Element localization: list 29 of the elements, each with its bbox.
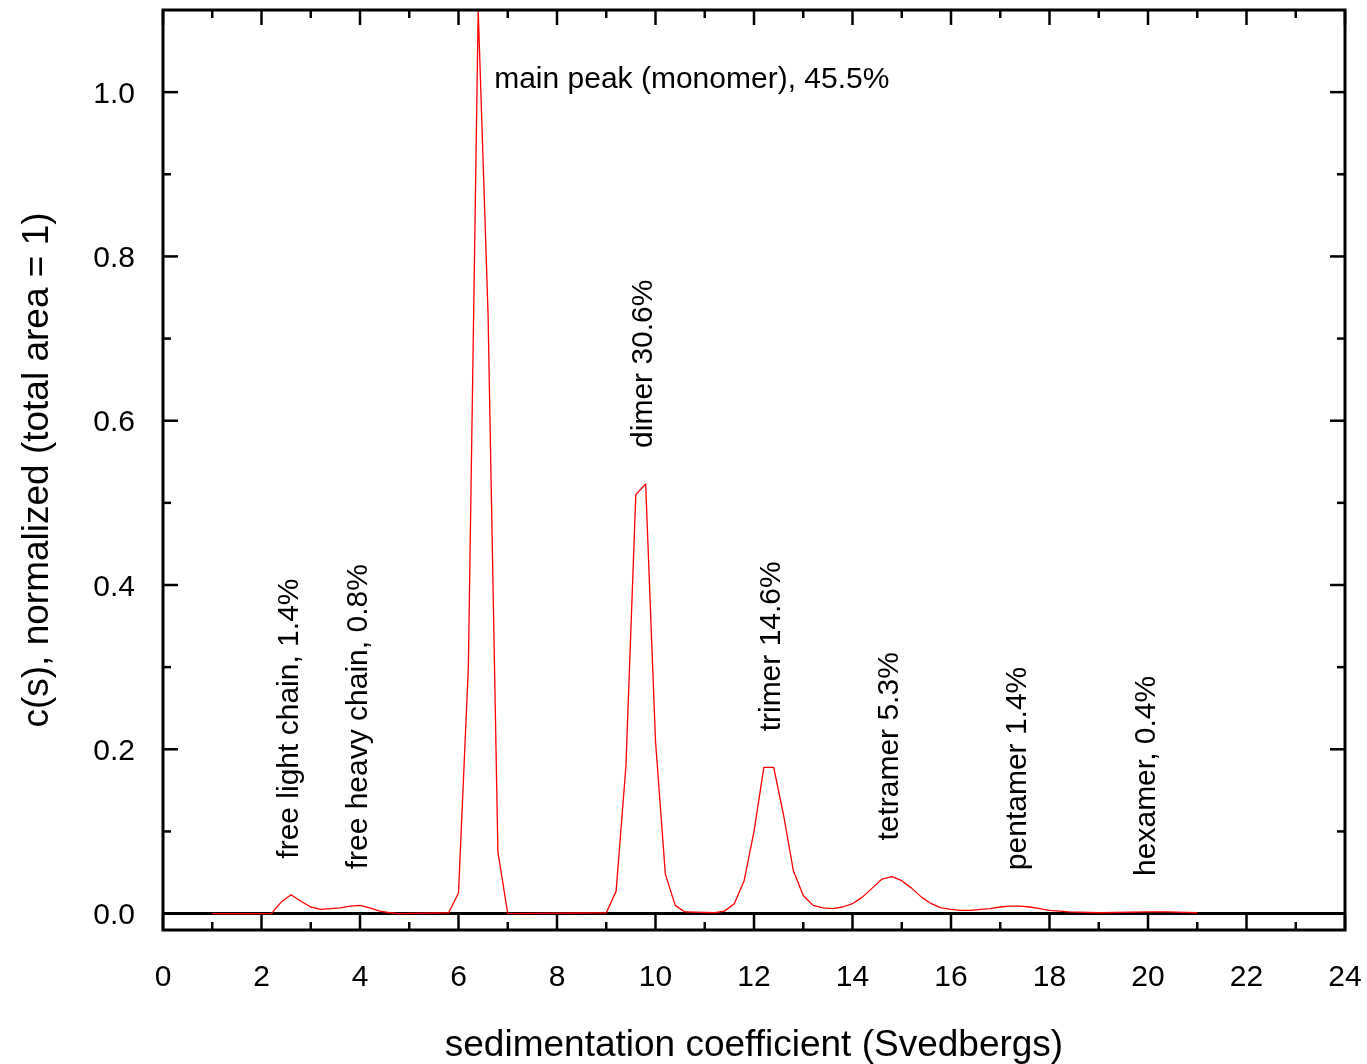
annotation: free light chain, 1.4% [270,578,304,859]
x-tick-label: 14 [835,959,870,992]
x-tick-label: 22 [1229,959,1264,992]
x-tick-label: 16 [934,959,968,992]
y-axis-title: c(s), normalized (total area = 1) [15,212,56,728]
y-tick-label: 1.0 [93,75,135,109]
y-tick-label: 0.6 [93,404,135,438]
x-tick-label: 0 [154,959,172,992]
annotation: tetramer 5.3% [871,652,905,841]
x-tick-label: 20 [1131,959,1165,992]
x-tick-label: 24 [1328,959,1362,992]
y-tick-label: 0.0 [93,897,135,931]
annotation: hexamer, 0.4% [1127,675,1161,876]
annotation: dimer 30.6% [625,279,659,448]
annotation: pentamer 1.4% [999,666,1033,871]
y-tick-label: 0.2 [93,732,135,766]
x-tick-label: 2 [253,959,270,992]
y-tick-label: 0.8 [93,239,135,273]
x-tick-label: 8 [548,959,566,992]
x-axis-title: sedimentation coefficient (Svedbergs) [444,1023,1064,1064]
annotation: free heavy chain, 0.8% [339,564,373,870]
x-tick-label: 12 [737,959,771,992]
y-tick-label: 0.4 [93,568,135,602]
x-tick-label: 10 [638,959,673,992]
annotation: trimer 14.6% [753,561,787,732]
x-tick-label: 18 [1032,959,1067,992]
x-tick-label: 6 [450,959,467,992]
annotation: main peak (monomer), 45.5% [494,61,890,94]
x-tick-label: 4 [351,959,369,992]
